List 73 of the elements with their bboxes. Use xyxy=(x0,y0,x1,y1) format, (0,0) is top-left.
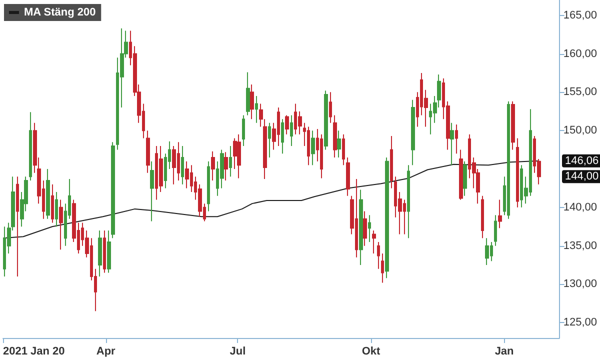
x-tick-label: Apr xyxy=(96,346,116,358)
candlestick xyxy=(98,230,102,278)
x-tick-label: Jan xyxy=(494,346,514,358)
candlestick xyxy=(359,189,363,266)
candlestick xyxy=(307,126,310,166)
candlestick xyxy=(494,214,497,246)
annotation: 144,00 xyxy=(565,170,599,183)
candlestick xyxy=(329,92,332,124)
candlestick xyxy=(107,230,111,274)
candlestick xyxy=(311,130,315,166)
candlestick xyxy=(55,192,58,228)
legend-label: MA Stäng 200 xyxy=(24,6,96,18)
candlestick xyxy=(59,199,63,250)
candlestick xyxy=(281,118,284,154)
candlestick xyxy=(411,99,415,166)
candlestick xyxy=(516,138,519,208)
candlestick xyxy=(507,100,510,220)
candlestick xyxy=(237,134,241,179)
x-tick-label: 2021 Jan 20 xyxy=(3,346,65,358)
candlestick xyxy=(346,156,350,196)
y-tick-label: 130,00 xyxy=(563,278,598,290)
candlestick xyxy=(381,253,384,284)
candlestick xyxy=(324,90,328,150)
candlestick xyxy=(407,164,410,239)
y-tick-label: 165,00 xyxy=(563,9,598,22)
candlestick xyxy=(246,72,250,116)
candlestick xyxy=(29,112,32,182)
candlestick xyxy=(172,145,176,185)
candlestick xyxy=(181,145,184,185)
candlestick xyxy=(363,210,367,246)
candlestick xyxy=(290,114,293,146)
candlestick xyxy=(372,230,376,254)
candlestick xyxy=(333,114,337,158)
candlestick xyxy=(481,195,484,239)
candlestick xyxy=(368,214,371,242)
candlestick xyxy=(455,124,458,154)
candlestick xyxy=(337,130,341,158)
candlestick xyxy=(103,230,106,274)
candlestick xyxy=(459,149,463,200)
candlestick xyxy=(390,135,393,189)
candlestick xyxy=(450,122,454,166)
annotation: 146,06 xyxy=(565,154,599,167)
candlestick xyxy=(498,199,502,229)
candlestick xyxy=(185,160,189,189)
candlestick xyxy=(224,152,228,182)
y-tick-label: 135,00 xyxy=(563,240,598,252)
y-tick-label: 155,00 xyxy=(563,86,598,98)
candlestick xyxy=(207,160,210,212)
candlestick xyxy=(111,142,115,239)
candlestick xyxy=(46,168,50,220)
candlestick xyxy=(511,100,515,150)
candlestick xyxy=(146,130,150,174)
candlestick xyxy=(463,160,467,196)
candlestick xyxy=(150,160,154,222)
candlestick xyxy=(255,96,258,124)
candlestick xyxy=(16,176,19,278)
y-tick-label: 125,00 xyxy=(563,316,598,329)
candlestick xyxy=(285,114,289,135)
y-tick-label: 140,00 xyxy=(563,201,598,214)
candlestick xyxy=(377,241,380,270)
candlestick xyxy=(51,184,54,224)
y-tick-label: 160,00 xyxy=(563,48,598,60)
candlestick xyxy=(229,145,232,178)
candlestick xyxy=(485,238,489,266)
candlestick xyxy=(250,84,254,120)
candlestick xyxy=(385,156,389,279)
candlestick xyxy=(242,114,245,146)
candlestick xyxy=(342,134,345,166)
y-tick-label: 150,00 xyxy=(563,124,598,137)
candlestick xyxy=(211,150,215,182)
candlestick xyxy=(268,122,271,158)
x-tick-label: Jul xyxy=(230,346,246,358)
x-tick-label: Okt xyxy=(362,346,381,358)
